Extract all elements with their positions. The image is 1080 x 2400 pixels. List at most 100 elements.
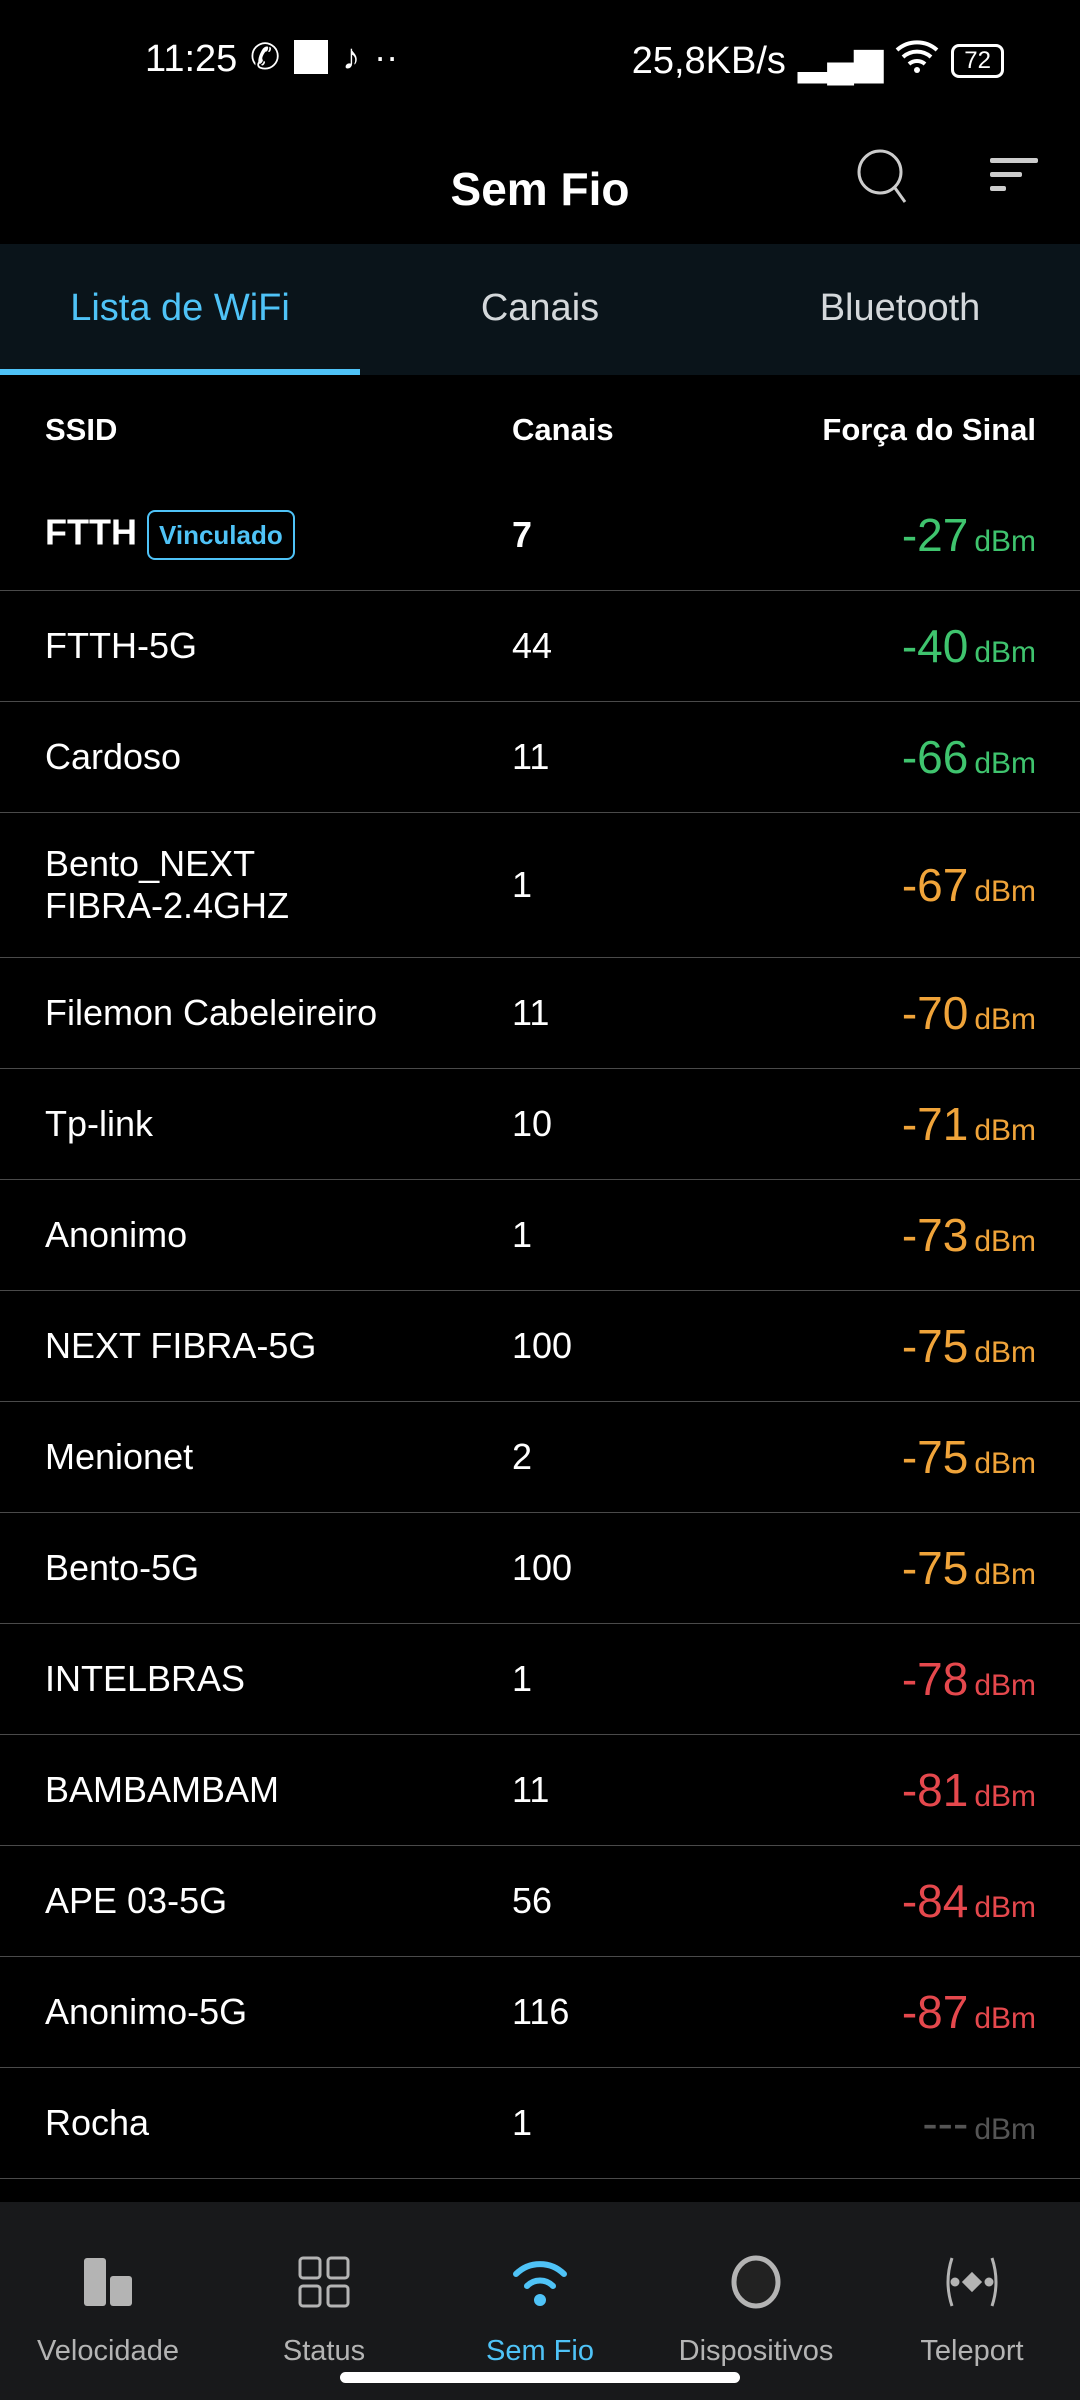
ssid: Filemon Cabeleireiro [45,992,377,1034]
nav-velocidade[interactable]: Velocidade [0,2202,216,2368]
signal-value: --- [922,2097,969,2149]
search-icon[interactable] [855,140,915,210]
channel: 11 [512,736,550,777]
status-bar: 11:25 ✆ ♪ ·· 25,8KB/s ▂▄▆ 72 [0,0,1080,120]
ssid: Menionet [45,1436,193,1478]
signal-value: -70 [901,987,969,1039]
whatsapp-icon: ✆ [250,36,281,77]
nav-dispositivos[interactable]: Dispositivos [648,2202,864,2368]
nav-label: Sem Fio [486,2335,594,2367]
notification-icons: ✆ ♪ ·· [250,36,398,78]
signal-unit: dBm [974,1558,1036,1591]
table-row[interactable]: INTELBRAS 1 -78 dBm [0,1624,1080,1735]
signal-unit: dBm [974,1336,1036,1369]
ssid: Anonimo [45,1214,187,1256]
signal-strength: -70 dBm [902,986,1036,1040]
channel: 7 [512,514,533,555]
nav-label: Velocidade [37,2335,179,2367]
sort-icon[interactable] [988,152,1040,202]
signal-unit: dBm [974,1669,1036,1702]
table-row[interactable]: Bento_NEXT FIBRA-2.4GHZ 1 -67 dBm [0,813,1080,958]
wifi-status-icon [895,38,939,84]
tab-wifi-list[interactable]: Lista de WiFi [0,244,360,375]
signal-strength: --- dBm [922,2096,1036,2150]
ssid: NEXT FIBRA-5G [45,1325,316,1367]
signal-strength: -73 dBm [902,1208,1036,1262]
tab-channels[interactable]: Canais [480,287,600,329]
signal-value: -66 [901,731,969,783]
signal-strength: -87 dBm [902,1985,1036,2039]
nav-label: Teleport [920,2335,1024,2367]
signal-unit: dBm [974,875,1036,908]
channel: 10 [512,1103,553,1144]
signal-value: -75 [901,1542,969,1594]
ssid: Bento-5G [45,1547,199,1589]
channel: 100 [512,1325,573,1366]
signal-value: -40 [901,620,969,672]
ssid-text: Anonimo-5G [45,1991,248,2032]
table-row[interactable]: FTTH Vinculado 7 -27 dBm [0,480,1080,591]
table-row[interactable]: Menionet 2 -75 dBm [0,1402,1080,1513]
nav-label: Dispositivos [678,2335,834,2367]
grid-icon [216,2247,432,2317]
table-row[interactable]: BAMBAMBAM 11 -81 dBm [0,1735,1080,1846]
table-header: SSID Canais Força do Sinal [0,375,1080,480]
signal-unit: dBm [974,1447,1036,1480]
ssid: Tp-link [45,1103,153,1145]
home-indicator[interactable] [340,2372,740,2383]
nav-teleport[interactable]: Teleport [864,2202,1080,2368]
ssid-text: Bento_NEXT FIBRA-2.4GHZ [45,843,290,926]
ssid: Rocha [45,2102,149,2144]
table-row[interactable]: APE 03-5G 56 -84 dBm [0,1846,1080,1957]
signal-value: -67 [901,859,969,911]
table-row[interactable]: Rocha 1 --- dBm [0,2068,1080,2179]
table-row[interactable]: Cardoso 11 -66 dBm [0,702,1080,813]
table-row[interactable]: Anonimo-5G 116 -87 dBm [0,1957,1080,2068]
table-row[interactable]: Tp-link 10 -71 dBm [0,1069,1080,1180]
signal-strength: -75 dBm [902,1319,1036,1373]
ssid: Anonimo-5G [45,1991,247,2033]
circle-icon [648,2247,864,2317]
teleport-icon [864,2247,1080,2317]
channel: 44 [512,625,553,666]
header-ssid[interactable]: SSID [45,412,118,447]
ssid: Bento_NEXT FIBRA-2.4GHZ [45,843,345,927]
channel: 11 [512,1769,550,1810]
channel: 56 [512,1880,553,1921]
header-channel[interactable]: Canais [512,412,614,447]
ssid-text: FTTH [45,511,137,553]
table-row[interactable]: FTTH-5G 44 -40 dBm [0,591,1080,702]
signal-unit: dBm [974,1780,1036,1813]
ssid-text: Bento-5G [45,1547,200,1588]
wifi-icon [432,2247,648,2317]
table-row[interactable]: NEXT FIBRA-5G 100 -75 dBm [0,1291,1080,1402]
signal-unit: dBm [974,2113,1036,2146]
ssid-text: Rocha [45,2102,150,2143]
tab-bluetooth[interactable]: Bluetooth [819,287,981,329]
signal-unit: dBm [974,1891,1036,1924]
channel: 11 [512,992,550,1033]
ssid: FTTH-5G [45,625,197,667]
ssid: APE 03-5G [45,1880,227,1922]
ssid: INTELBRAS [45,1658,245,1700]
channel: 1 [512,1214,533,1255]
signal-value: -71 [901,1098,969,1150]
ssid-text: INTELBRAS [45,1658,246,1699]
table-row[interactable]: Filemon Cabeleireiro 11 -70 dBm [0,958,1080,1069]
header-signal[interactable]: Força do Sinal [822,412,1036,447]
signal-value: -87 [901,1986,969,2038]
ssid-text: FTTH-5G [45,625,197,666]
table-row[interactable]: Anonimo 1 -73 dBm [0,1180,1080,1291]
status-time: 11:25 [145,38,238,80]
bottom-nav: Velocidade Status Sem Fio Dispositivos T… [0,2202,1080,2400]
signal-value: -27 [901,509,969,561]
table-row[interactable]: Bento-5G 100 -75 dBm [0,1513,1080,1624]
channel: 1 [512,864,533,905]
nav-sem-fio[interactable]: Sem Fio [432,2202,648,2368]
signal-value: -75 [901,1320,969,1372]
signal-unit: dBm [974,525,1036,558]
linked-badge: Vinculado [146,510,295,560]
signal-value: -84 [901,1875,969,1927]
nav-status[interactable]: Status [216,2202,432,2368]
tiktok-icon: ♪ [342,36,361,77]
